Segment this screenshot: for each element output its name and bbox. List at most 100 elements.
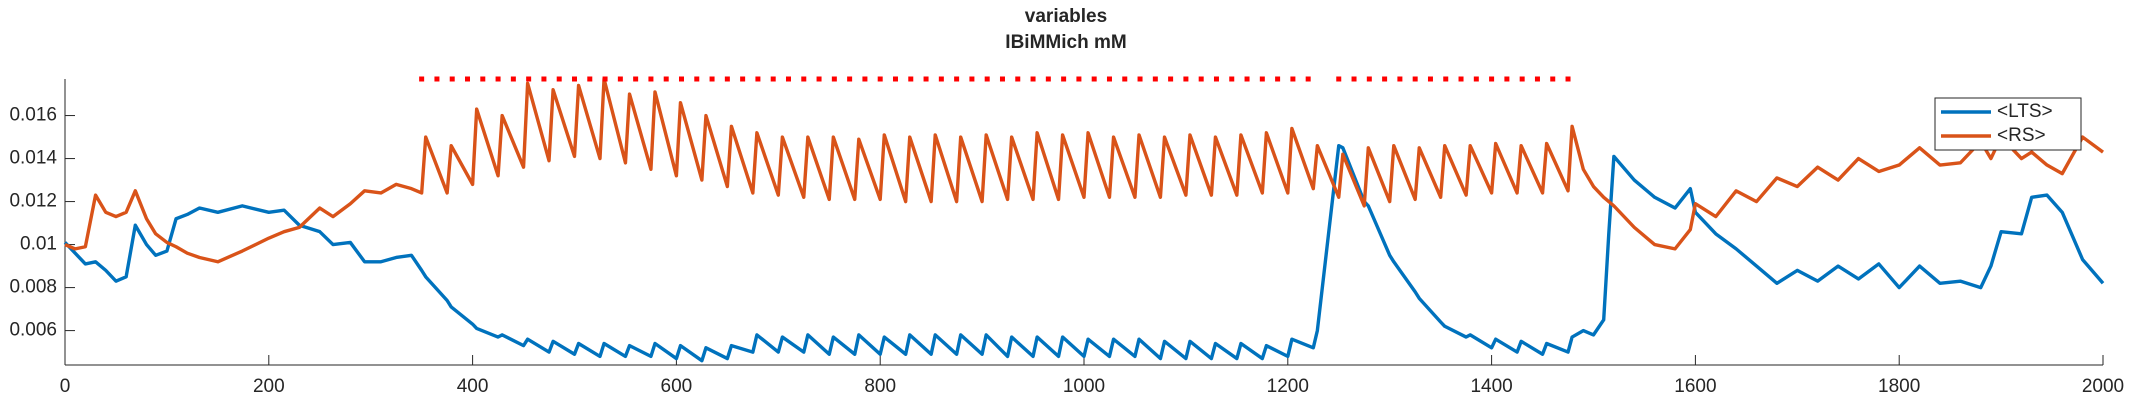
- stimulus-marker: [1366, 76, 1372, 82]
- y-tick-label: 0.006: [9, 320, 57, 341]
- stimulus-marker: [908, 76, 914, 82]
- stimulus-marker: [740, 76, 746, 82]
- series-line: [64, 77, 2105, 264]
- legend-box: [1934, 97, 2082, 151]
- stimulus-marker: [663, 76, 669, 82]
- stimulus-marker: [999, 76, 1005, 82]
- legend-label: <RS>: [1997, 125, 2046, 146]
- stimulus-marker: [847, 76, 853, 82]
- stimulus-marker: [1015, 76, 1021, 82]
- stimulus-marker: [541, 76, 547, 82]
- stimulus-marker: [617, 76, 623, 82]
- stimulus-marker: [1443, 76, 1449, 82]
- stimulus-marker: [862, 76, 868, 82]
- legend-label: <LTS>: [1997, 101, 2053, 122]
- stimulus-marker: [1259, 76, 1265, 82]
- x-tick-label: 800: [864, 376, 896, 397]
- stimulus-marker: [969, 76, 975, 82]
- stimulus-marker: [572, 76, 577, 82]
- stimulus-marker: [755, 76, 761, 82]
- stimulus-marker: [938, 76, 944, 82]
- chart-subtitle: IBiMMich mM: [1005, 32, 1126, 53]
- stimulus-marker: [1412, 76, 1418, 82]
- stimulus-marker: [816, 76, 822, 82]
- series-line: [63, 143, 2105, 363]
- stimulus-marker: [1229, 76, 1235, 82]
- stimulus-marker: [1382, 76, 1388, 82]
- stimulus-marker: [1550, 76, 1556, 82]
- stimulus-marker: [510, 76, 516, 82]
- stimulus-marker: [602, 76, 608, 82]
- stimulus-marker: [1168, 76, 1174, 82]
- stimulus-marker: [1106, 76, 1112, 82]
- stimulus-marker: [984, 76, 990, 82]
- stimulus-marker: [1183, 76, 1189, 82]
- stimulus-marker: [1244, 76, 1250, 82]
- x-tick-label: 0: [60, 376, 71, 397]
- x-tick-label: 400: [457, 376, 489, 397]
- stimulus-marker: [556, 76, 562, 82]
- stimulus-marker: [678, 76, 684, 82]
- stimulus-marker: [1061, 76, 1067, 82]
- y-tick-label: 0.008: [9, 277, 57, 298]
- x-tick-label: 1800: [1878, 376, 1920, 397]
- stimulus-marker: [434, 76, 440, 82]
- stimulus-marker: [1305, 76, 1311, 82]
- y-tick-label: 0.01: [20, 234, 57, 255]
- stimulus-marker: [648, 76, 654, 82]
- stimulus-marker: [877, 76, 883, 82]
- stimulus-marker: [526, 76, 532, 82]
- stimulus-marker: [1122, 76, 1128, 82]
- x-tick-label: 2000: [2082, 376, 2124, 397]
- stimulus-marker: [923, 76, 929, 82]
- stimulus-marker: [709, 76, 715, 82]
- stimulus-marker: [1336, 76, 1342, 82]
- stimulus-marker: [831, 76, 837, 82]
- stimulus-marker: [694, 76, 700, 82]
- stimulus-marker: [1198, 76, 1204, 82]
- y-tick-label: 0.012: [9, 191, 57, 212]
- stimulus-marker: [449, 76, 455, 82]
- stimulus-marker: [1504, 76, 1510, 82]
- stimulus-marker: [633, 76, 639, 82]
- stimulus-marker: [1076, 76, 1082, 82]
- stimulus-marker: [1290, 76, 1296, 82]
- stimulus-marker: [785, 76, 791, 82]
- x-tick-label: 600: [661, 376, 693, 397]
- stimulus-marker: [1045, 76, 1051, 82]
- stimulus-marker: [1565, 76, 1571, 82]
- stimulus-marker: [1137, 76, 1143, 82]
- y-tick-label: 0.016: [9, 105, 57, 126]
- stimulus-marker: [1275, 76, 1281, 82]
- stimulus-marker: [1534, 76, 1540, 82]
- x-tick-label: 1600: [1674, 376, 1716, 397]
- x-tick-label: 1200: [1267, 376, 1309, 397]
- x-tick-label: 1400: [1470, 376, 1512, 397]
- stimulus-marker: [1489, 76, 1495, 82]
- stimulus-marker: [587, 76, 593, 82]
- y-tick-label: 0.014: [9, 148, 57, 169]
- stimulus-marker: [480, 76, 486, 82]
- stimulus-marker: [801, 76, 807, 82]
- stimulus-marker: [465, 76, 471, 82]
- stimulus-marker: [1397, 76, 1403, 82]
- stimulus-marker: [892, 76, 898, 82]
- stimulus-marker: [419, 76, 425, 82]
- x-tick-label: 1000: [1063, 376, 1105, 397]
- stimulus-marker: [1473, 76, 1479, 82]
- stimulus-marker: [1458, 76, 1464, 82]
- stimulus-marker: [770, 76, 776, 82]
- x-tick-label: 200: [253, 376, 285, 397]
- stimulus-marker: [1427, 76, 1433, 82]
- stimulus-marker: [724, 76, 730, 82]
- chart-title: variables: [1025, 6, 1107, 27]
- stimulus-marker: [1351, 76, 1357, 82]
- stimulus-marker: [1152, 76, 1158, 82]
- stimulus-marker: [1213, 76, 1219, 82]
- stimulus-marker: [1519, 76, 1525, 82]
- stimulus-marker: [954, 76, 960, 82]
- stimulus-marker: [1091, 76, 1097, 82]
- stimulus-marker: [495, 76, 501, 82]
- stimulus-marker: [1030, 76, 1036, 82]
